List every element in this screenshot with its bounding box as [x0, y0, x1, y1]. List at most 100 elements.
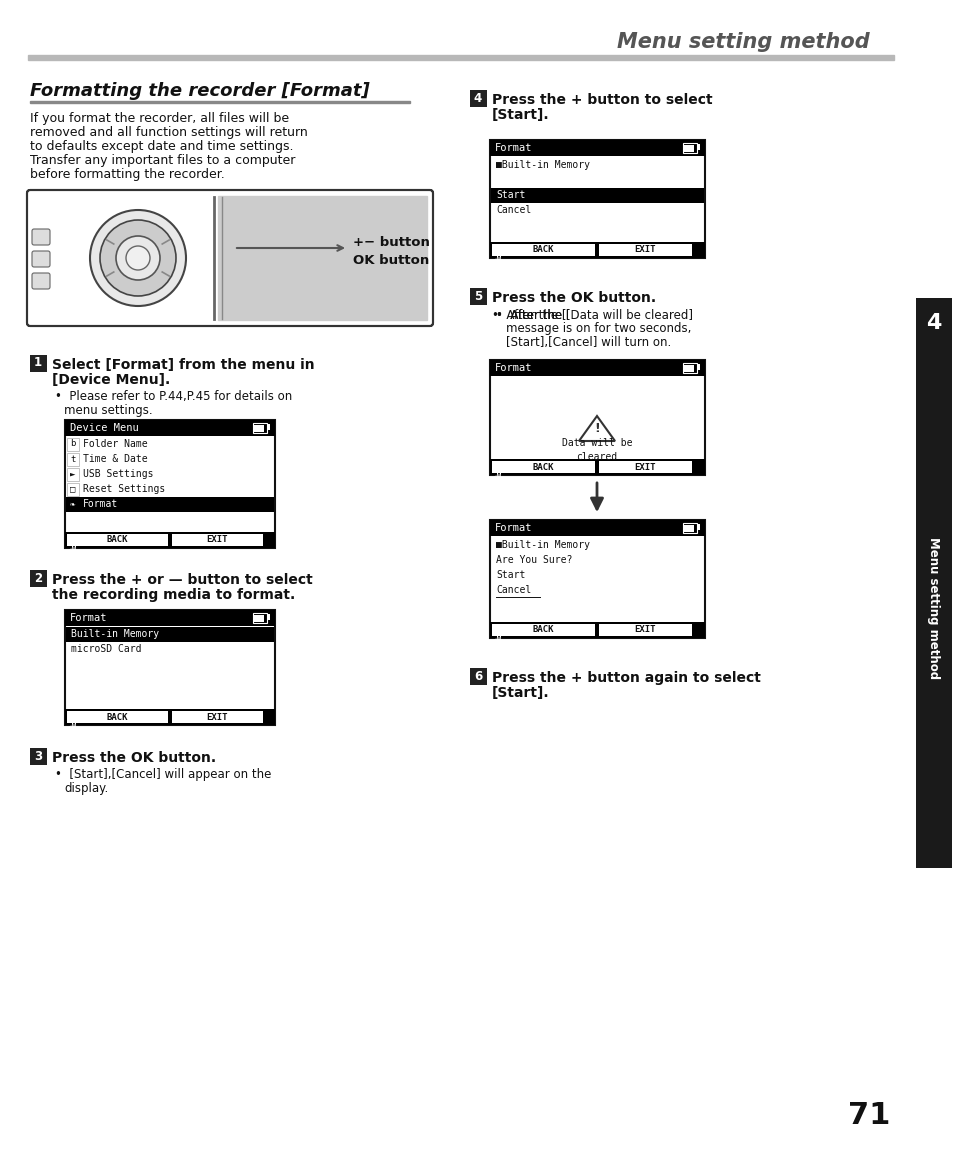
- Text: EXIT: EXIT: [206, 712, 228, 721]
- Bar: [491, 188, 703, 203]
- Text: 3: 3: [34, 749, 42, 762]
- Text: message is on for two seconds,: message is on for two seconds,: [505, 322, 691, 335]
- Text: Start: Start: [496, 570, 525, 580]
- Bar: [682, 523, 697, 533]
- Bar: [490, 360, 704, 475]
- Text: BACK: BACK: [106, 712, 128, 721]
- Text: •  After the [Data will be cleared]: • After the [Data will be cleared]: [496, 308, 692, 321]
- Bar: [65, 610, 274, 626]
- Text: before formatting the recorder.: before formatting the recorder.: [30, 168, 225, 181]
- Text: Cancel: Cancel: [496, 205, 531, 215]
- Bar: [682, 362, 697, 373]
- Polygon shape: [578, 416, 615, 441]
- Bar: [682, 142, 697, 153]
- Text: Cancel: Cancel: [496, 585, 531, 595]
- Text: Press the + button again to select: Press the + button again to select: [492, 670, 760, 686]
- Bar: [30, 748, 47, 765]
- Text: [Start],[Cancel] will turn on.: [Start],[Cancel] will turn on.: [505, 336, 671, 349]
- Text: Format: Format: [495, 523, 532, 533]
- Text: Folder Name: Folder Name: [83, 439, 148, 449]
- Text: Menu setting method: Menu setting method: [617, 32, 869, 52]
- Bar: [30, 356, 47, 372]
- Text: 1: 1: [34, 357, 42, 369]
- Text: ►: ►: [70, 469, 75, 478]
- FancyBboxPatch shape: [32, 251, 50, 267]
- Text: Transfer any important files to a computer: Transfer any important files to a comput…: [30, 154, 295, 167]
- Bar: [67, 483, 79, 496]
- Text: Format: Format: [70, 613, 108, 623]
- Text: 2: 2: [34, 572, 42, 585]
- Bar: [490, 140, 704, 156]
- Bar: [490, 520, 704, 536]
- Text: Format: Format: [495, 362, 532, 373]
- Text: to defaults except date and time settings.: to defaults except date and time setting…: [30, 140, 294, 153]
- Bar: [67, 438, 79, 450]
- Bar: [697, 525, 700, 530]
- Bar: [67, 453, 79, 466]
- FancyBboxPatch shape: [32, 229, 50, 245]
- Text: [Device Menu].: [Device Menu].: [52, 373, 170, 387]
- Circle shape: [90, 210, 186, 306]
- Text: ■Built-in Memory: ■Built-in Memory: [496, 540, 589, 550]
- Text: b: b: [70, 440, 75, 448]
- Text: Data will be: Data will be: [561, 438, 632, 448]
- Bar: [65, 610, 274, 725]
- Bar: [172, 534, 263, 547]
- Text: menu settings.: menu settings.: [64, 404, 152, 417]
- Bar: [65, 709, 274, 725]
- Bar: [492, 244, 595, 256]
- Bar: [30, 570, 47, 587]
- Text: EXIT: EXIT: [634, 462, 655, 471]
- Text: Start: Start: [496, 190, 525, 200]
- Bar: [676, 525, 680, 532]
- Bar: [470, 288, 486, 305]
- Text: Time & Date: Time & Date: [83, 454, 148, 464]
- Circle shape: [116, 236, 160, 280]
- Bar: [490, 140, 704, 258]
- Bar: [470, 668, 486, 686]
- Bar: [676, 364, 680, 372]
- FancyBboxPatch shape: [27, 190, 433, 327]
- Text: BACK: BACK: [532, 245, 553, 255]
- Bar: [492, 624, 595, 636]
- Bar: [598, 624, 691, 636]
- Bar: [218, 196, 427, 320]
- Text: BACK: BACK: [532, 625, 553, 635]
- Text: OK button: OK button: [353, 254, 429, 266]
- Text: •  After the [: • After the [: [492, 308, 566, 321]
- Text: Press the + or — button to select: Press the + or — button to select: [52, 573, 313, 587]
- Text: [Start].: [Start].: [492, 108, 549, 122]
- Text: +− button: +− button: [353, 235, 430, 249]
- Text: display.: display.: [64, 782, 108, 796]
- Bar: [67, 711, 168, 723]
- Text: BACK: BACK: [106, 535, 128, 544]
- Bar: [490, 520, 704, 638]
- Text: t: t: [70, 454, 75, 463]
- Text: ⚡M: ⚡M: [68, 723, 77, 732]
- Bar: [676, 144, 680, 152]
- Text: Device Menu: Device Menu: [70, 423, 138, 433]
- Text: •  [Start],[Cancel] will appear on the: • [Start],[Cancel] will appear on the: [55, 768, 271, 780]
- Bar: [683, 525, 693, 532]
- Bar: [697, 144, 700, 151]
- Text: EXIT: EXIT: [634, 245, 655, 255]
- Bar: [490, 360, 704, 376]
- Text: Menu setting method: Menu setting method: [926, 537, 940, 679]
- Text: •  Please refer to P.44,P.45 for details on: • Please refer to P.44,P.45 for details …: [55, 390, 292, 403]
- Text: BACK: BACK: [532, 462, 553, 471]
- FancyBboxPatch shape: [32, 273, 50, 290]
- Bar: [915, 298, 951, 349]
- Text: [Start].: [Start].: [492, 686, 549, 699]
- Text: If you format the recorder, all files will be: If you format the recorder, all files wi…: [30, 112, 289, 125]
- Bar: [28, 54, 893, 60]
- Bar: [253, 613, 267, 623]
- Text: ❧: ❧: [70, 499, 75, 508]
- Text: Reset Settings: Reset Settings: [83, 484, 165, 494]
- Text: ⚡M: ⚡M: [493, 636, 501, 645]
- Text: EXIT: EXIT: [206, 535, 228, 544]
- Text: 6: 6: [474, 669, 481, 682]
- Text: USB Settings: USB Settings: [83, 469, 153, 479]
- Bar: [246, 614, 251, 622]
- Text: Press the OK button.: Press the OK button.: [492, 291, 656, 305]
- Text: •  After the [: • After the [: [496, 308, 570, 321]
